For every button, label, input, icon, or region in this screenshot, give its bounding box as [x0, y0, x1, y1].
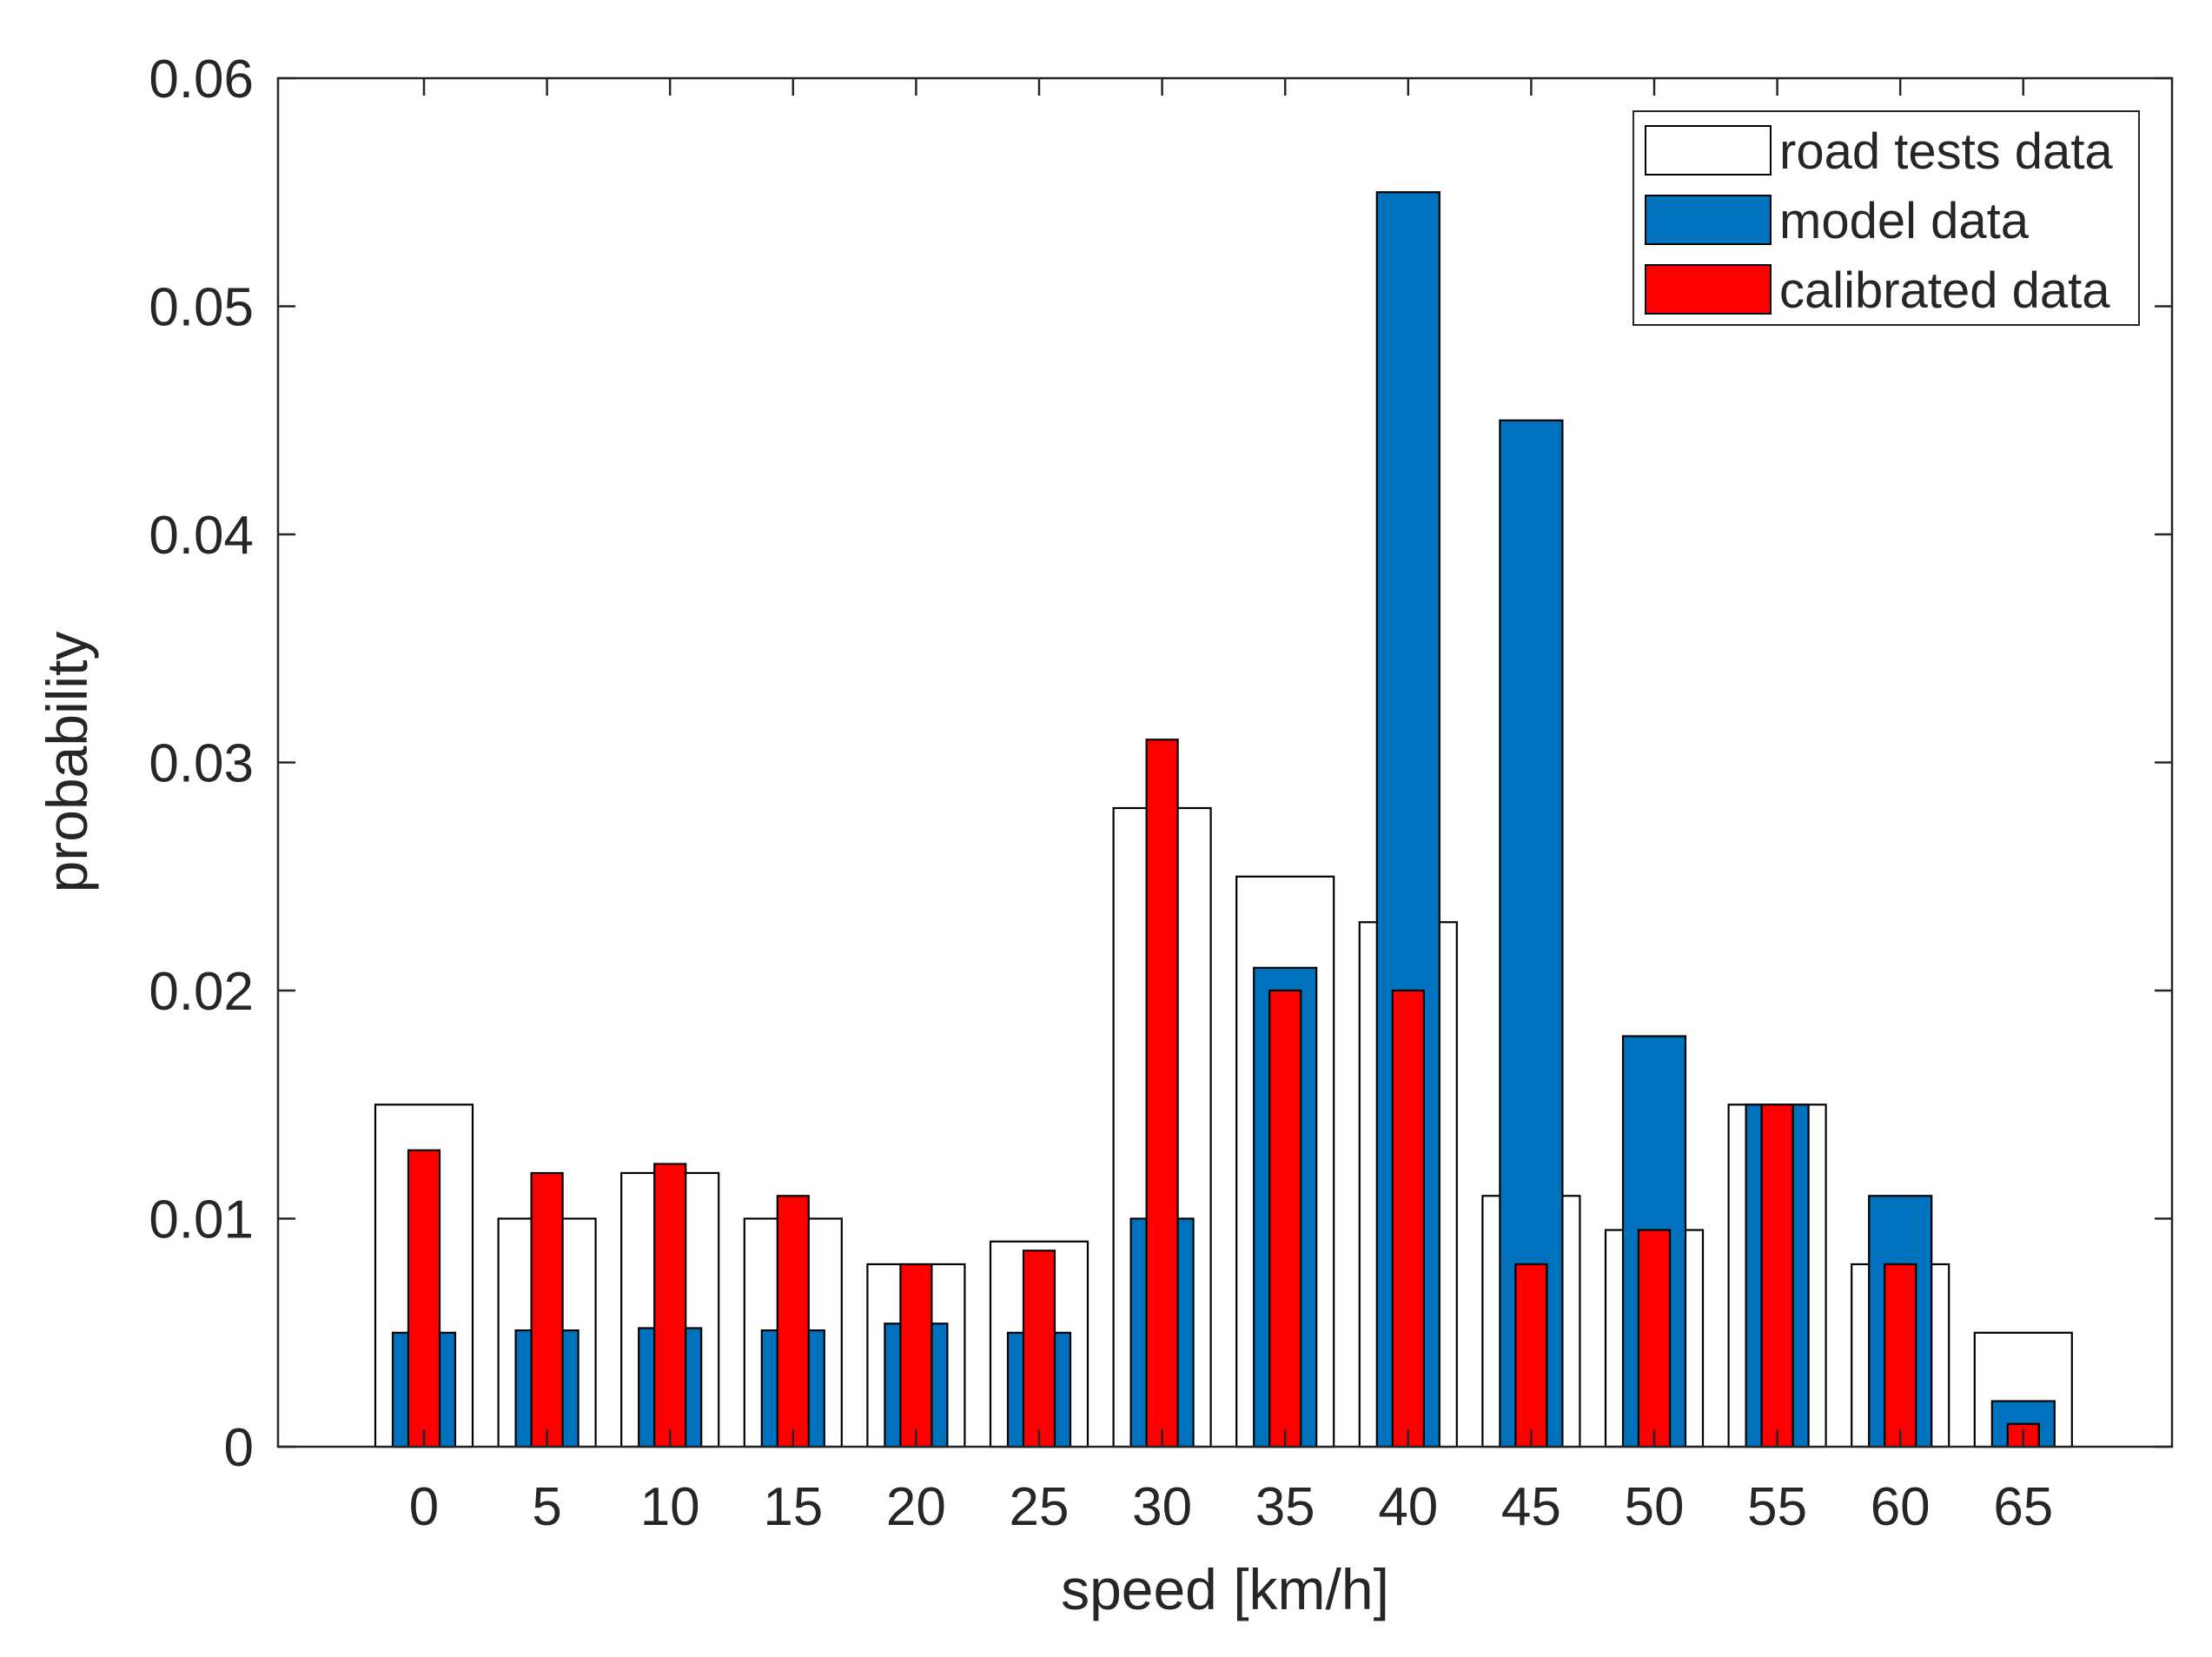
bar-calibrated-data-15: [776, 1195, 810, 1448]
bar-calibrated-data-60: [1884, 1263, 1917, 1448]
x-tick-label: 35: [1255, 1477, 1315, 1537]
x-tick-label: 65: [1993, 1477, 2053, 1537]
legend-swatch-road-tests-data: [1645, 125, 1772, 176]
bar-calibrated-data-40: [1391, 989, 1425, 1448]
legend-label-model-data: model data: [1779, 193, 2030, 249]
x-tick-label: 10: [640, 1477, 700, 1537]
axes-layer: 0 5 10 15 20 25 30 35 40 45 50 55 60 65 0 0.01 0.02 0.03 0…: [149, 50, 2174, 1537]
bar-calibrated-data-0: [407, 1149, 441, 1448]
bar-calibrated-data-50: [1637, 1229, 1672, 1448]
x-tick-label: 40: [1378, 1477, 1438, 1537]
y-tick-label: 0.01: [149, 1190, 254, 1250]
y-tick-label: 0.06: [149, 50, 254, 109]
legend-label-road-tests-data: road tests data: [1779, 123, 2113, 180]
bar-calibrated-data-30: [1145, 739, 1179, 1448]
x-tick-label: 25: [1010, 1477, 1070, 1537]
x-tick-label: 5: [532, 1477, 561, 1537]
legend: road tests data model data calibrated data: [1633, 110, 2140, 326]
x-tick-label: 20: [886, 1477, 946, 1537]
x-tick-label: 30: [1132, 1477, 1192, 1537]
y-tick-label: 0.02: [149, 962, 254, 1022]
bar-calibrated-data-25: [1022, 1249, 1056, 1448]
y-tick-label: 0.03: [149, 734, 254, 794]
bar-calibrated-data-35: [1268, 989, 1302, 1448]
bar-calibrated-data-10: [653, 1163, 687, 1448]
x-tick-label: 50: [1625, 1477, 1685, 1537]
x-tick-label: 60: [1871, 1477, 1931, 1537]
y-tick-label: 0.05: [149, 278, 254, 338]
y-tick-label: 0.04: [149, 506, 254, 566]
x-tick-label: 55: [1747, 1477, 1807, 1537]
bar-calibrated-data-45: [1514, 1263, 1548, 1448]
x-axis-label: speed [km/h]: [1061, 1557, 1389, 1621]
bar-calibrated-data-55: [1760, 1104, 1794, 1448]
y-tick-label: 0: [224, 1418, 254, 1478]
legend-swatch-calibrated-data: [1645, 264, 1772, 315]
bar-calibrated-data-5: [530, 1171, 564, 1448]
y-axis-label: probability: [35, 632, 99, 893]
x-tick-label: 0: [409, 1477, 439, 1537]
legend-swatch-model-data: [1645, 195, 1772, 245]
bar-calibrated-data-20: [899, 1263, 933, 1448]
x-tick-label: 45: [1501, 1477, 1561, 1537]
legend-label-calibrated-data: calibrated data: [1779, 262, 2110, 319]
x-tick-label: 15: [763, 1477, 823, 1537]
bars-layer: [374, 191, 2073, 1448]
